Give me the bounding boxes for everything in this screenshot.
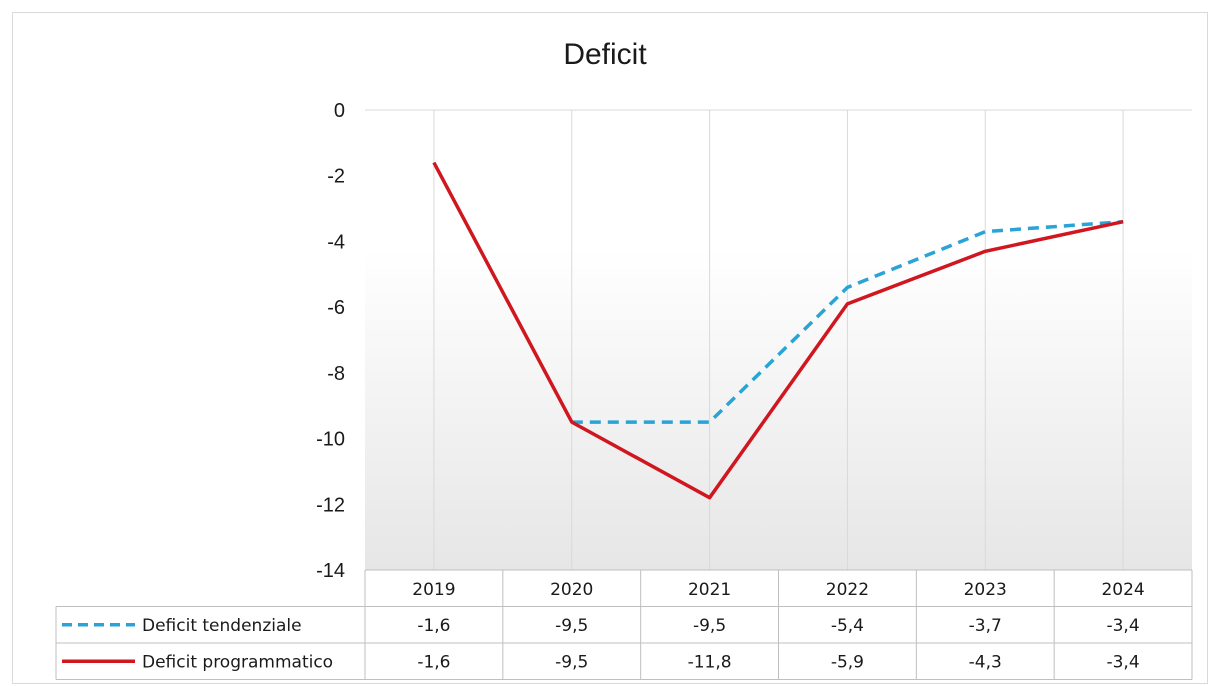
data-label: -3,4	[1106, 652, 1139, 672]
data-label: -3,4	[1106, 616, 1139, 636]
y-tick-label: -6	[327, 297, 345, 319]
data-label: -11,8	[688, 652, 732, 672]
data-label: -9,5	[693, 616, 726, 636]
plot-area	[365, 110, 1192, 570]
data-label: -9,5	[555, 616, 588, 636]
y-tick-label: -10	[316, 429, 345, 451]
data-label: -1,6	[417, 652, 450, 672]
y-tick-label: -4	[327, 231, 345, 253]
x-tick-label: 2021	[688, 580, 731, 600]
data-label: -5,9	[831, 652, 864, 672]
x-tick-label: 2024	[1101, 580, 1144, 600]
data-label: -1,6	[417, 616, 450, 636]
y-tick-label: -8	[327, 363, 345, 385]
series-line	[432, 161, 1124, 500]
data-label: -3,7	[969, 616, 1002, 636]
y-tick-label: -2	[327, 166, 345, 188]
legend-label: Deficit tendenziale	[142, 616, 302, 636]
y-tick-label: -12	[316, 494, 345, 516]
y-tick-label: -14	[316, 560, 345, 582]
chart-title: Deficit	[563, 38, 647, 71]
data-label: -4,3	[969, 652, 1002, 672]
data-label: -5,4	[831, 616, 864, 636]
x-tick-label: 2019	[412, 580, 455, 600]
x-tick-label: 2022	[826, 580, 869, 600]
x-tick-label: 2023	[964, 580, 1007, 600]
series-line	[571, 219, 1124, 424]
legend-label: Deficit programmatico	[142, 652, 333, 672]
x-tick-label: 2020	[550, 580, 593, 600]
data-label: -9,5	[555, 652, 588, 672]
y-tick-label: 0	[334, 100, 345, 122]
